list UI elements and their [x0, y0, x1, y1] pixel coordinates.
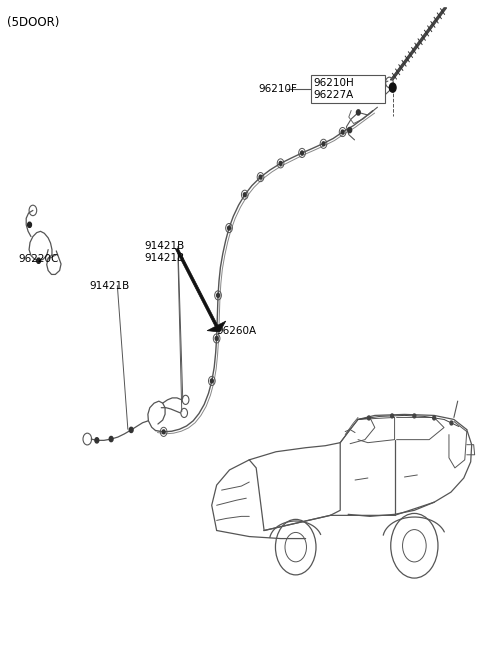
Text: 91421B: 91421B	[144, 253, 185, 263]
Circle shape	[300, 151, 303, 155]
Circle shape	[36, 258, 40, 263]
Text: 96220C: 96220C	[18, 255, 59, 264]
Circle shape	[259, 175, 262, 179]
Circle shape	[216, 293, 219, 297]
Text: 91421B: 91421B	[90, 281, 130, 291]
Circle shape	[432, 416, 435, 420]
Text: 96210H: 96210H	[313, 77, 354, 88]
Circle shape	[348, 127, 352, 133]
Text: 96210F: 96210F	[258, 84, 297, 94]
Circle shape	[210, 379, 213, 383]
Text: 96260A: 96260A	[216, 326, 256, 337]
Circle shape	[228, 226, 230, 230]
Circle shape	[450, 421, 453, 425]
Circle shape	[413, 414, 416, 418]
Circle shape	[243, 193, 246, 197]
Circle shape	[109, 436, 113, 441]
Circle shape	[95, 438, 99, 443]
Circle shape	[215, 337, 218, 340]
Bar	[311, 75, 384, 102]
Text: 91421B: 91421B	[144, 241, 185, 251]
Circle shape	[162, 430, 165, 434]
Circle shape	[129, 427, 133, 432]
Circle shape	[28, 222, 32, 228]
Circle shape	[389, 83, 396, 92]
Circle shape	[391, 414, 394, 418]
Circle shape	[279, 161, 282, 165]
Circle shape	[322, 142, 325, 146]
Text: 96227A: 96227A	[313, 91, 354, 100]
Text: (5DOOR): (5DOOR)	[7, 16, 60, 29]
Circle shape	[357, 110, 360, 115]
Circle shape	[341, 130, 344, 134]
Circle shape	[368, 416, 370, 420]
